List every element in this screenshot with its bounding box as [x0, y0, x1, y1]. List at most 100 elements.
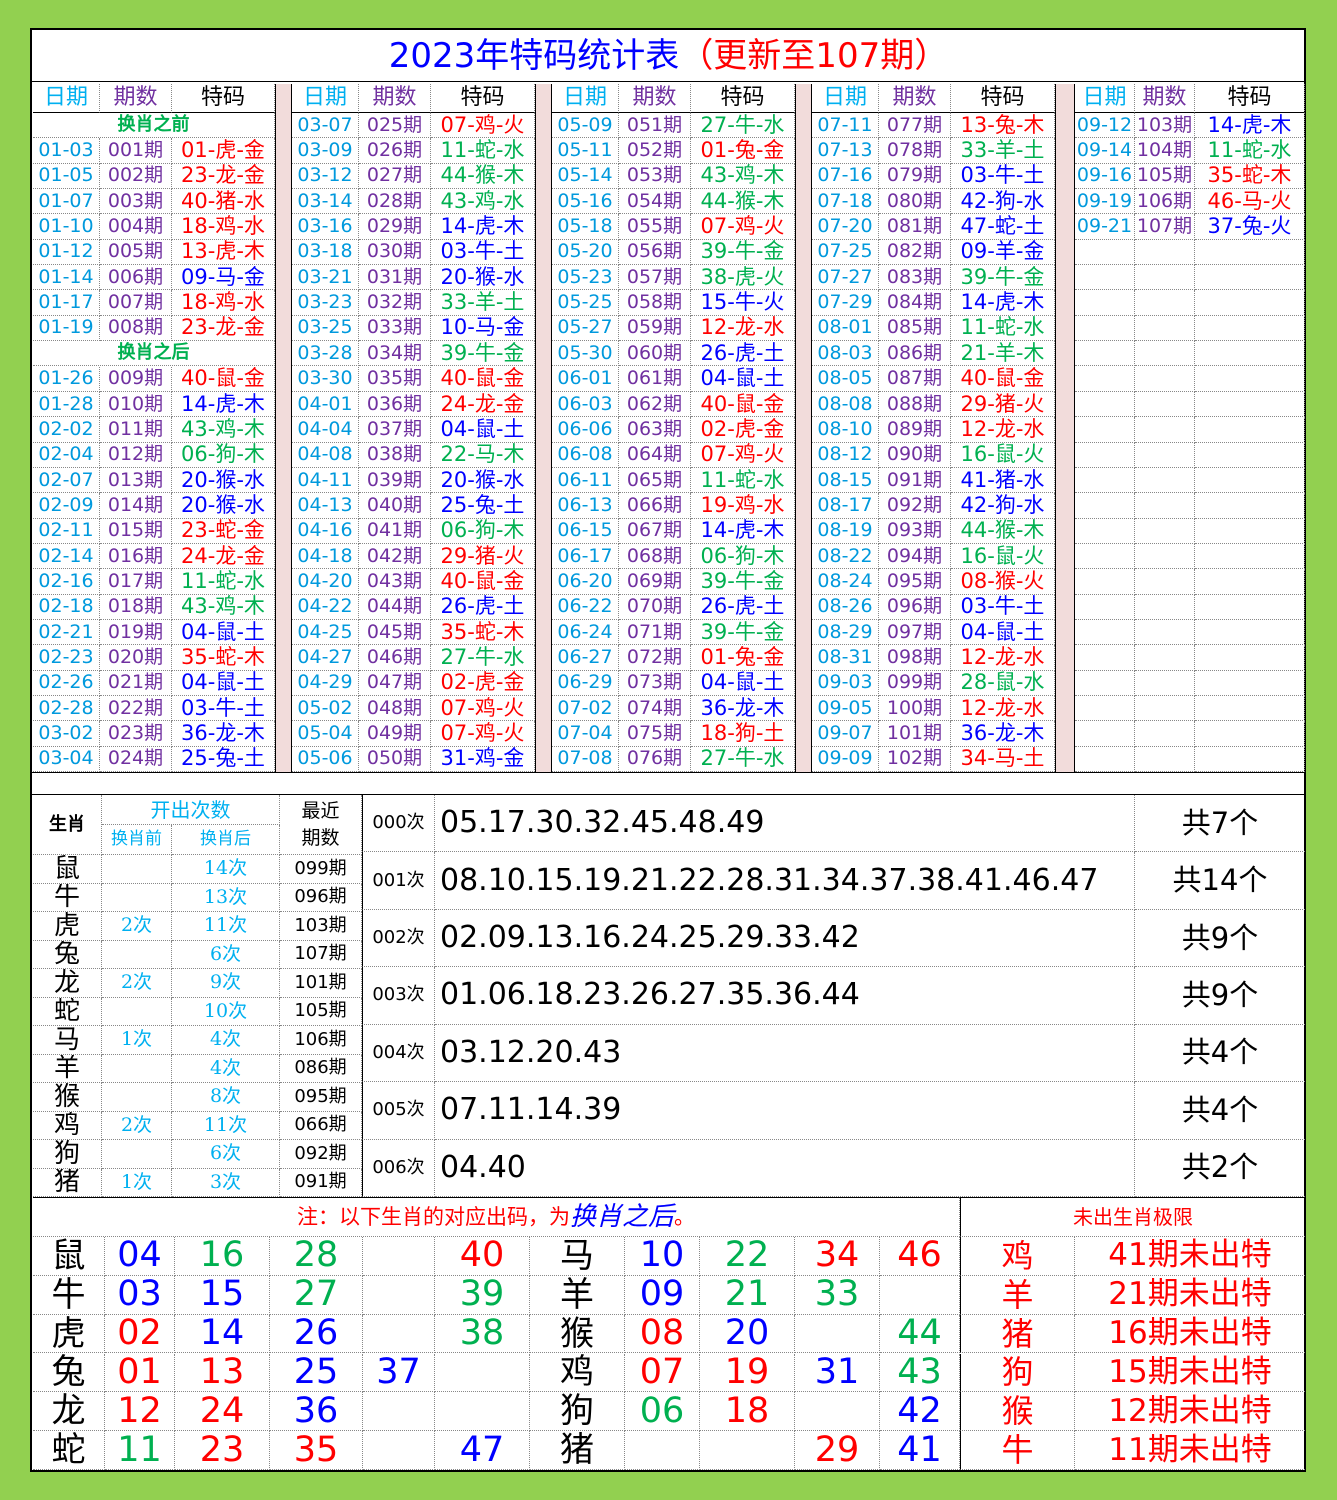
draw-period: 031期: [359, 265, 431, 291]
draw-period: 094期: [879, 543, 951, 570]
zodiac: 鸡: [530, 1353, 625, 1393]
draw-date: 05-27: [552, 315, 619, 342]
draw-date: 06-08: [552, 442, 619, 468]
column-header: 期数: [100, 84, 172, 113]
empty-cell: [1075, 518, 1135, 544]
draw-code: 19-鸡-水: [691, 493, 795, 519]
draw-period: 089期: [879, 417, 951, 443]
times: 005次: [362, 1082, 435, 1140]
draw-period: 077期: [879, 113, 951, 139]
zodiac: 羊: [33, 1054, 102, 1083]
draw-period: 067期: [619, 518, 691, 544]
draw-code: 42-狗-水: [951, 189, 1055, 215]
draw-period: 002期: [100, 163, 172, 190]
count-before: [102, 1054, 172, 1083]
draw-period: 093期: [879, 518, 951, 544]
draw-date: 03-30: [292, 366, 359, 392]
title-main: 2023年特码统计表: [388, 35, 680, 76]
draw-code: 06-狗-木: [431, 518, 535, 544]
empty-cell: [1195, 366, 1305, 392]
draw-code: 35-蛇-木: [431, 620, 535, 646]
limit-text: 21期未出特: [1075, 1276, 1305, 1315]
column-header: 期数: [1135, 84, 1195, 113]
draw-code: 33-羊-土: [431, 290, 535, 316]
empty-cell: [1135, 417, 1195, 443]
note-part: 注：以下生肖的对应出码，为: [296, 1204, 570, 1229]
empty-cell: [363, 1431, 435, 1470]
draw-period: 052期: [619, 138, 691, 164]
draw-period: 045期: [359, 620, 431, 646]
draw-period: 010期: [100, 391, 172, 418]
draw-code: 25-兔-土: [431, 493, 535, 519]
column-header: 特码: [691, 84, 795, 113]
draw-date: 06-03: [552, 391, 619, 418]
column-header: 期数: [359, 84, 431, 113]
draw-date: 09-09: [812, 746, 879, 773]
zodiac: 狗: [33, 1140, 102, 1169]
code: 03: [105, 1275, 175, 1315]
separator: [535, 84, 552, 772]
empty-cell: [1075, 442, 1135, 468]
note: 注：以下生肖的对应出码，为 换肖之后。: [33, 1197, 960, 1237]
draw-date: 04-25: [292, 620, 359, 646]
empty-cell: [1135, 265, 1195, 291]
separator: [275, 84, 292, 772]
code: 33: [795, 1275, 880, 1315]
draw-code: 11-蛇-水: [951, 315, 1055, 342]
numbers: 08.10.15.19.21.22.28.31.34.37.38.41.46.4…: [435, 852, 1135, 910]
empty-cell: [1135, 315, 1195, 342]
draw-period: 026期: [359, 138, 431, 164]
draw-date: 09-16: [1075, 163, 1135, 190]
draw-period: 086期: [879, 341, 951, 367]
draw-period: 007期: [100, 290, 172, 316]
draw-code: 04-鼠-土: [951, 620, 1055, 646]
draw-date: 03-16: [292, 214, 359, 240]
code: 36: [270, 1392, 363, 1432]
draw-period: 037期: [359, 417, 431, 443]
draw-period: 078期: [879, 138, 951, 164]
draw-date: 07-20: [812, 214, 879, 240]
recent-period: 095期: [280, 1083, 362, 1112]
header: 换肖前: [102, 825, 172, 855]
draw-period: 003期: [100, 189, 172, 215]
empty-cell: [1135, 721, 1195, 747]
total: 共4个: [1135, 1025, 1305, 1083]
zodiac: 猴: [530, 1314, 625, 1354]
draw-date: 02-18: [33, 594, 100, 620]
draw-code: 06-狗-木: [172, 442, 275, 468]
draw-period: 068期: [619, 543, 691, 570]
zodiac: 蛇: [33, 997, 102, 1026]
limit-text: 11期未出特: [1075, 1431, 1305, 1470]
draw-date: 06-11: [552, 467, 619, 494]
draw-code: 28-鼠-水: [951, 670, 1055, 697]
draw-date: 05-30: [552, 341, 619, 367]
draw-date: 08-22: [812, 543, 879, 570]
draw-code: 12-龙-水: [951, 645, 1055, 671]
draw-code: 11-蛇-水: [431, 138, 535, 164]
empty-cell: [795, 1392, 880, 1432]
times: 003次: [362, 967, 435, 1025]
draw-code: 22-马-木: [431, 442, 535, 468]
code: 35: [270, 1431, 363, 1470]
draw-code: 13-虎-木: [172, 239, 275, 266]
recent-period: 091期: [280, 1168, 362, 1197]
draw-date: 09-21: [1075, 214, 1135, 240]
draw-code: 21-羊-木: [951, 341, 1055, 367]
draw-code: 07-鸡-火: [691, 214, 795, 240]
draw-period: 001期: [100, 138, 172, 164]
draw-code: 40-鼠-金: [431, 366, 535, 392]
count-before: [102, 940, 172, 969]
draw-date: 07-04: [552, 721, 619, 747]
draw-code: 44-猴-木: [691, 189, 795, 215]
draw-date: 01-14: [33, 265, 100, 291]
title: 2023年特码统计表 （更新至107期）: [32, 30, 1305, 82]
draw-date: 08-08: [812, 391, 879, 418]
draw-code: 06-狗-木: [691, 543, 795, 570]
draw-period: 030期: [359, 239, 431, 266]
code: 25: [270, 1353, 363, 1393]
empty-cell: [1195, 518, 1305, 544]
count-after: 14次: [172, 855, 280, 884]
draw-code: 02-虎-金: [431, 670, 535, 697]
header: 换肖后: [172, 825, 280, 855]
draw-code: 04-鼠-土: [431, 417, 535, 443]
